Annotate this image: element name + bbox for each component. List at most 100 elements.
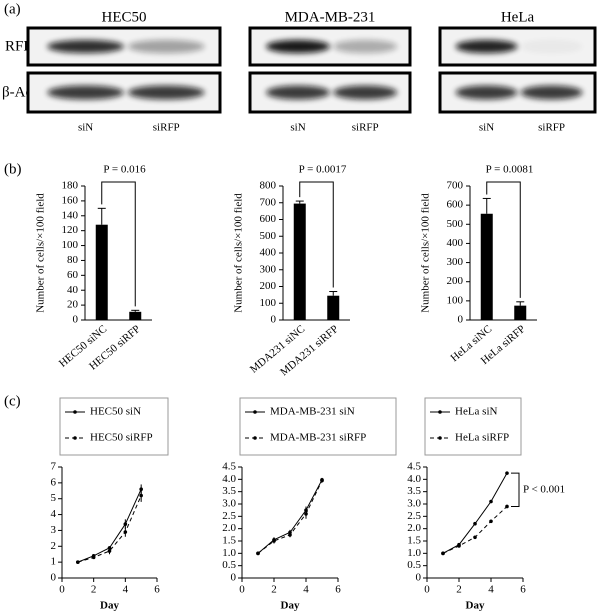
y-tick-label: 0: [51, 572, 57, 584]
y-tick-label: 3: [51, 524, 57, 536]
x-tick-label: 0: [424, 584, 430, 596]
point: [107, 549, 112, 553]
bar: [480, 213, 493, 320]
legend-box: [59, 397, 169, 456]
y-tick-label: 100: [260, 297, 277, 309]
y-tick-label: 700: [260, 196, 277, 208]
point: [489, 519, 493, 524]
y-tick-label: 4.0: [222, 473, 236, 485]
panel-label: (a): [4, 1, 21, 17]
significance-bracket: [486, 181, 521, 298]
y-tick-label: 140: [62, 209, 79, 221]
y-tick-label: 0: [458, 314, 464, 326]
y-tick-label: 200: [447, 275, 464, 287]
y-tick-label: 0: [416, 572, 422, 584]
y-tick-label: 0: [271, 314, 277, 326]
y-tick-label: 1.0: [407, 547, 421, 559]
legend-box: [424, 397, 522, 456]
cell-line-label: HEC50: [102, 9, 147, 25]
x-axis-label: Day: [281, 600, 300, 612]
point: [272, 539, 276, 543]
legend-marker: [253, 410, 257, 414]
p-value: P = 0.016: [103, 164, 146, 176]
y-tick-label: 800: [260, 180, 277, 192]
legend-marker: [438, 436, 442, 440]
point: [505, 504, 509, 509]
significance-bracket: [511, 472, 520, 507]
y-tick-label: 400: [260, 247, 277, 259]
x-tick-label: 4: [303, 584, 309, 596]
bar: [514, 305, 527, 320]
y-tick-label: 40: [67, 284, 79, 296]
blot-band: [333, 85, 398, 100]
y-tick-label: 2.0: [222, 522, 236, 534]
blot-band: [520, 39, 583, 54]
y-tick-label: 180: [62, 180, 79, 192]
y-tick-label: 200: [260, 280, 277, 292]
y-tick-label: 4.5: [407, 461, 421, 473]
x-tick-label: 6: [520, 584, 526, 596]
y-tick-label: 4: [51, 508, 57, 520]
legend-marker: [253, 436, 257, 440]
x-tick-label: MDA231 siRFP: [278, 323, 341, 378]
y-tick-label: 80: [67, 254, 79, 266]
y-tick-label: 2.5: [407, 510, 421, 522]
blot-band: [47, 39, 124, 54]
y-tick-label: 7: [51, 461, 57, 473]
legend-box: [239, 397, 397, 456]
blot-band: [455, 85, 518, 100]
y-tick-label: 600: [447, 199, 464, 211]
blot-band: [266, 39, 330, 54]
significance-bracket: [299, 181, 334, 288]
cell-line-label: HeLa: [501, 9, 535, 25]
point: [473, 521, 477, 526]
y-tick-label: 300: [447, 256, 464, 268]
y-axis-label: Number of cells/×100 field: [35, 193, 47, 313]
p-value: P = 0.0017: [299, 164, 347, 176]
y-tick-label: 120: [62, 224, 79, 236]
bar: [327, 295, 340, 320]
y-axis-label: Number of cells/×100 field: [420, 193, 432, 313]
blot-band: [127, 85, 205, 100]
series-line: [442, 506, 508, 554]
blot-band: [127, 39, 205, 54]
y-tick-label: 4.5: [222, 461, 236, 473]
point: [441, 551, 445, 556]
legend-marker: [438, 410, 442, 414]
y-tick-label: 0.5: [407, 559, 421, 571]
legend-marker: [73, 410, 77, 414]
point: [256, 551, 260, 556]
bar: [95, 224, 108, 320]
series-line: [77, 495, 142, 563]
blot-band: [47, 85, 124, 100]
y-tick-label: 6: [51, 476, 57, 488]
panel-label: (c): [4, 393, 21, 409]
point: [505, 471, 509, 475]
lane-label: siRFP: [352, 122, 379, 134]
y-tick-label: 0: [231, 572, 237, 584]
p-value: P < 0.001: [523, 483, 565, 495]
y-tick-label: 60: [67, 269, 79, 281]
y-tick-label: 2.0: [407, 522, 421, 534]
x-tick-label: 2: [91, 584, 97, 596]
point: [91, 555, 96, 560]
series-line: [257, 480, 323, 554]
point: [76, 560, 80, 564]
y-axis-label: Number of cells/×100 field: [233, 193, 245, 313]
lane-label: siN: [479, 122, 494, 134]
y-tick-label: 3.0: [407, 498, 421, 510]
point: [123, 530, 128, 534]
blot-band: [455, 39, 518, 54]
point: [304, 512, 308, 516]
lane-label: siN: [290, 122, 305, 134]
point: [457, 544, 461, 548]
blot-band: [333, 39, 398, 54]
y-tick-label: 500: [447, 218, 464, 230]
y-tick-label: 100: [447, 294, 464, 306]
cell-line-label: MDA-MB-231: [285, 9, 376, 25]
bar: [293, 203, 306, 320]
y-tick-label: 20: [67, 299, 79, 311]
legend-label: HEC50 siN: [90, 406, 141, 418]
point: [320, 478, 324, 483]
y-tick-label: 2: [51, 540, 57, 552]
